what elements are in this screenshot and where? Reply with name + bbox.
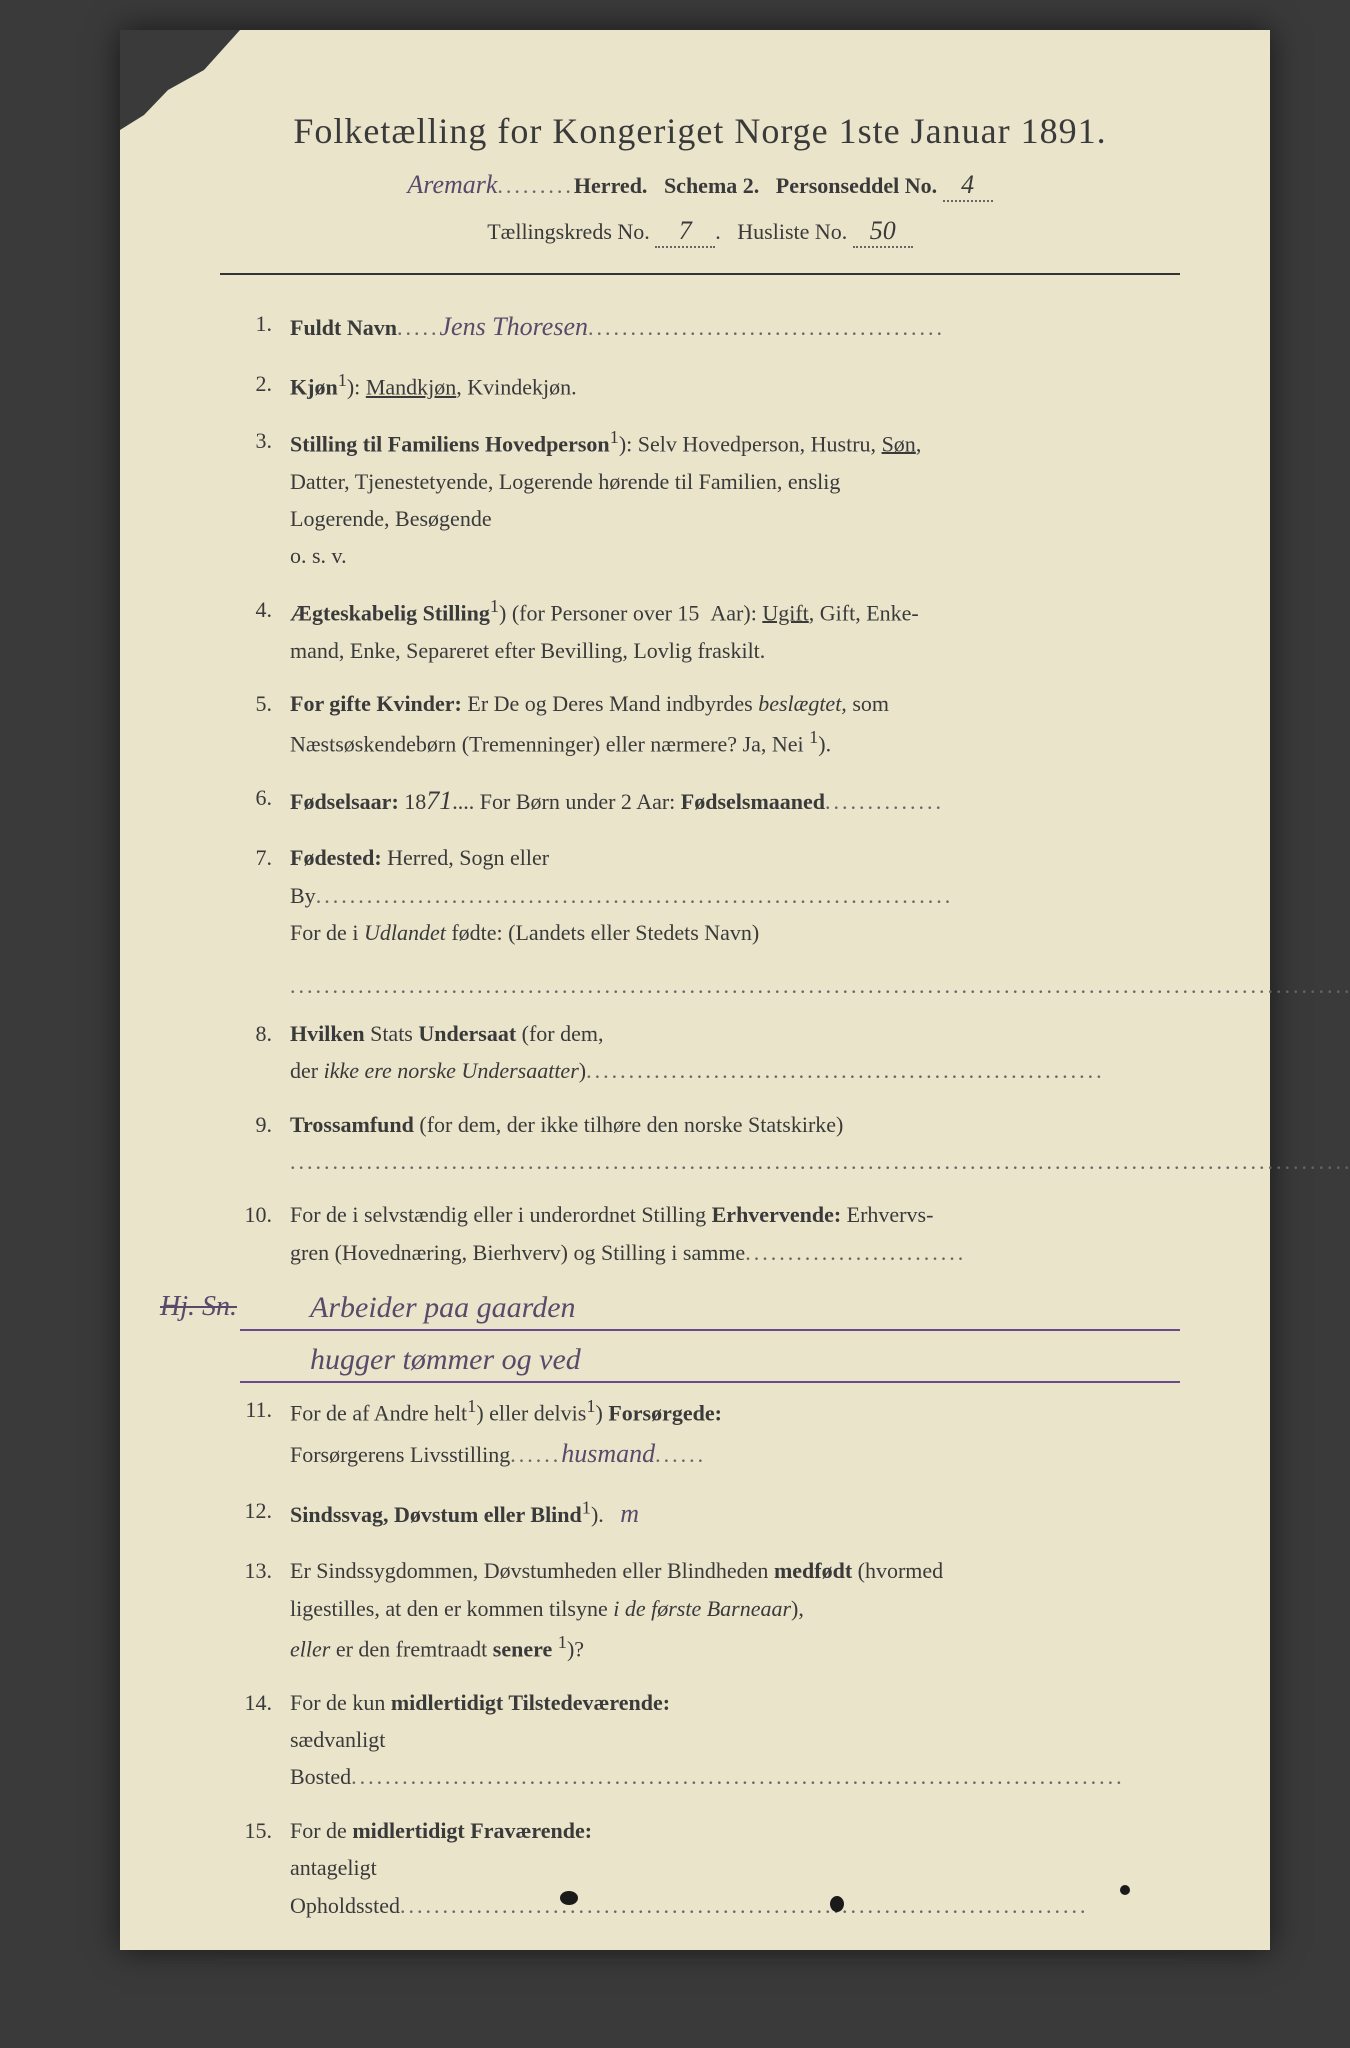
herred-line: Aremark.........Herred. Schema 2. Person… (220, 170, 1180, 202)
item-6: 6. Fødselsaar: 1871.... For Børn under 2… (240, 779, 1180, 823)
item-10: 10. For de i selvstændig eller i underor… (240, 1196, 1180, 1271)
item-7: 7. Fødested: Herred, Sogn eller By......… (240, 839, 1180, 951)
husliste-no-handwritten: 50 (853, 216, 913, 248)
document-page: Folketælling for Kongeriget Norge 1ste J… (120, 30, 1270, 1950)
person-no-handwritten: 4 (943, 170, 993, 202)
form-body: 1. Fuldt Navn.....Jens Thoresen.........… (220, 305, 1180, 1924)
item-2: 2. Kjøn1): Mandkjøn, Kvindekjøn. (240, 365, 1180, 406)
bottom-divider (220, 1959, 1180, 1961)
item-5: 5. For gifte Kvinder: Er De og Deres Man… (240, 685, 1180, 763)
item-4: 4. Ægteskabelig Stilling1) (for Personer… (240, 591, 1180, 669)
item-3: 3. Stilling til Familiens Hovedperson1):… (240, 422, 1180, 575)
kreds-line: Tællingskreds No. 7. Husliste No. 50 (220, 216, 1180, 248)
ink-spot (1120, 1885, 1130, 1895)
kreds-no-handwritten: 7 (655, 216, 715, 248)
item-8: 8. Hvilken Stats Undersaat (for dem, der… (240, 1015, 1180, 1090)
margin-note-handwritten: Hj. Sn. (160, 1287, 237, 1326)
footnote: 1) De for hvert Tilfælde passende Ord un… (220, 1991, 1180, 2020)
item-9: 9. Trossamfund (for dem, der ikke tilhør… (240, 1106, 1180, 1181)
item-14: 14. For de kun midlertidigt Tilstedevære… (240, 1684, 1180, 1796)
name-handwritten: Jens Thoresen (439, 312, 588, 341)
divider (220, 273, 1180, 275)
item-1: 1. Fuldt Navn.....Jens Thoresen.........… (240, 305, 1180, 349)
year-handwritten: 71 (426, 786, 452, 815)
item-15: 15. For de midlertidigt Fraværende: anta… (240, 1812, 1180, 1924)
occupation-handwritten-2: hugger tømmer og ved (240, 1339, 1180, 1383)
blank-line: ........................................… (240, 967, 1180, 1004)
herred-handwritten: Aremark (407, 170, 497, 199)
ink-spot (830, 1896, 844, 1912)
item-12: 12. Sindssvag, Døvstum eller Blind1). m (240, 1492, 1180, 1536)
item-13: 13. Er Sindssygdommen, Døvstumheden elle… (240, 1552, 1180, 1668)
main-title: Folketælling for Kongeriget Norge 1ste J… (220, 110, 1180, 152)
header-block: Folketælling for Kongeriget Norge 1ste J… (220, 110, 1180, 248)
provider-handwritten: husmand (561, 1439, 655, 1468)
item-11: 11. For de af Andre helt1) eller delvis1… (240, 1391, 1180, 1476)
occupation-handwritten-1: Hj. Sn. Arbeider paa gaarden (240, 1287, 1180, 1331)
item12-handwritten: m (620, 1499, 639, 1528)
ink-spot (560, 1891, 578, 1905)
